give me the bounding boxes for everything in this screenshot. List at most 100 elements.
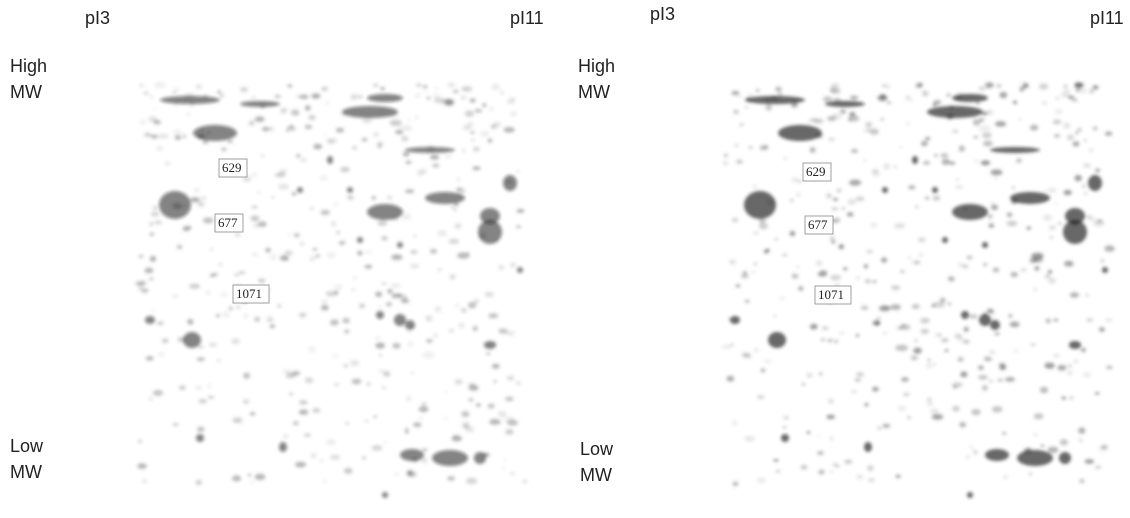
gel-spot xyxy=(801,383,806,386)
gel-spot xyxy=(920,328,929,335)
gel-spot xyxy=(990,320,1000,330)
gel-spot xyxy=(979,314,991,326)
gel-spot xyxy=(733,109,739,115)
gel-spot xyxy=(172,129,182,136)
gel-spot xyxy=(941,158,951,165)
gel-spot xyxy=(390,282,401,289)
gel-spot xyxy=(401,213,412,221)
gel-spot xyxy=(990,202,994,205)
gel-spot xyxy=(831,240,836,244)
high-mw-label: High xyxy=(578,56,615,76)
gel-spot xyxy=(1104,131,1113,136)
gel-spot xyxy=(890,285,901,291)
gel-spot xyxy=(983,356,993,362)
gel-spot xyxy=(152,389,164,397)
gel-spot xyxy=(854,378,862,382)
gel-spot xyxy=(407,331,411,334)
gel-spot xyxy=(324,134,327,137)
gel-spot xyxy=(800,464,808,470)
gel-spot xyxy=(382,492,388,498)
gel-spot xyxy=(1092,126,1098,131)
gel-spot xyxy=(918,237,926,243)
gel-spot xyxy=(492,121,502,128)
gel-spot xyxy=(289,392,293,396)
gel-spot xyxy=(747,93,754,98)
gel-spot xyxy=(988,223,995,228)
gel-spot xyxy=(195,386,202,390)
gel-spot xyxy=(829,436,834,441)
gel-spot xyxy=(484,341,496,349)
gel-spot xyxy=(448,238,459,245)
gel-spot xyxy=(425,315,433,322)
gel-spot xyxy=(201,196,206,200)
gel-spot xyxy=(1060,91,1071,98)
spot-label: 629 xyxy=(222,160,242,175)
gel-spot xyxy=(498,265,505,270)
gel-spot xyxy=(371,445,383,451)
gel-spot xyxy=(757,395,765,399)
gel-spot xyxy=(358,303,366,309)
gel-spot xyxy=(734,143,739,147)
spot-label-box xyxy=(802,162,832,182)
gel-spot xyxy=(1074,174,1083,182)
gel-spot xyxy=(148,221,154,227)
gel-spot xyxy=(999,364,1007,371)
gel-spot xyxy=(755,88,760,93)
gel-spot xyxy=(339,242,344,246)
gel-spot xyxy=(516,208,525,213)
gel-spot xyxy=(796,265,800,268)
gel-spot xyxy=(989,217,992,220)
gel-spot xyxy=(385,301,393,307)
gel-spot xyxy=(157,133,170,139)
spot-label-box xyxy=(218,158,248,178)
gel-spot xyxy=(1045,318,1052,324)
gel-spot xyxy=(986,308,994,314)
gel-spot xyxy=(195,84,203,89)
gel-spot xyxy=(927,106,983,118)
gel-spot xyxy=(421,402,427,406)
gel-spot xyxy=(1039,386,1049,394)
gel-spot xyxy=(1105,318,1112,322)
gel-spot xyxy=(410,263,420,269)
gel-spot xyxy=(196,434,204,442)
gel-spot xyxy=(952,94,988,102)
gel-spot xyxy=(381,236,388,241)
low-mw-label: Low xyxy=(10,436,44,456)
gel-spot xyxy=(1084,192,1087,195)
gel-spot xyxy=(1072,98,1078,102)
gel-spot xyxy=(207,395,215,399)
gel-spot xyxy=(478,220,502,244)
gel-spot xyxy=(816,260,823,266)
gel-spot xyxy=(210,248,213,251)
gel-spot xyxy=(312,248,318,251)
gel-spot xyxy=(978,117,985,123)
gel-spot xyxy=(320,304,329,311)
gel-spot xyxy=(1009,321,1020,328)
gel-spot xyxy=(298,400,308,405)
gel-spot xyxy=(833,339,839,344)
gel-spot xyxy=(721,344,732,350)
gel-spot xyxy=(438,268,442,271)
gel-spot xyxy=(740,273,749,279)
gel-spot xyxy=(1044,362,1055,369)
gel-spot xyxy=(1078,438,1083,442)
gel-spot xyxy=(189,283,201,290)
gel-spot xyxy=(235,233,240,237)
gel-spot xyxy=(311,93,321,99)
gel-spot xyxy=(864,442,872,452)
gel-spot xyxy=(790,102,798,108)
gel-spot xyxy=(336,230,341,235)
gel-spot xyxy=(959,421,967,428)
gel-spot xyxy=(1078,427,1086,434)
gel-spot xyxy=(292,420,299,426)
gel-spot xyxy=(153,120,161,125)
gel-spot xyxy=(847,198,856,205)
gel-spot xyxy=(956,178,959,181)
gel-spot xyxy=(894,222,906,229)
high-mw-label: MW xyxy=(10,82,42,102)
gel-spot xyxy=(297,187,303,193)
gel-spot xyxy=(914,339,918,342)
gel-spot xyxy=(817,273,821,277)
gel-spot xyxy=(380,86,385,91)
gel-spot xyxy=(930,409,939,414)
